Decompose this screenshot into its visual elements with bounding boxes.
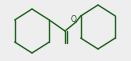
Text: O: O (71, 15, 77, 25)
